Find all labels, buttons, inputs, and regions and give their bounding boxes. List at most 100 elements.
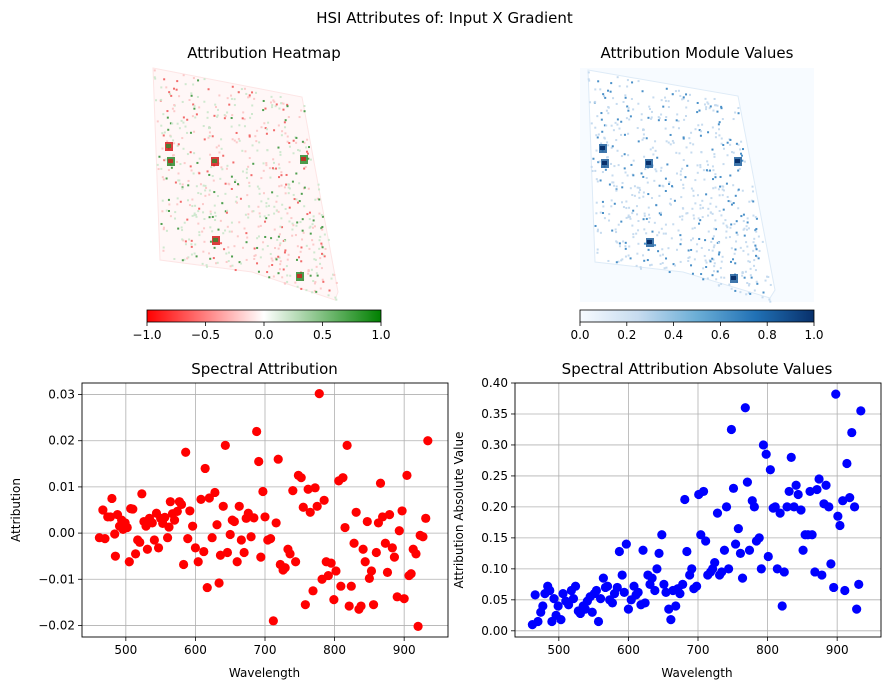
module-pixel — [594, 224, 597, 227]
module-pixel — [607, 89, 610, 92]
heatmap-pixel — [208, 189, 211, 192]
module-pixel — [753, 237, 756, 240]
module-pixel — [734, 248, 737, 251]
heatmap-pixel — [298, 182, 301, 185]
data-point — [371, 547, 381, 558]
module-pixel — [721, 194, 724, 197]
data-point — [717, 567, 727, 577]
spectral-absolute-ylabel: Attribution Absolute Value — [452, 432, 466, 589]
module-pixel — [594, 88, 597, 91]
heatmap-pixel — [321, 225, 324, 228]
module-pixel — [661, 248, 664, 251]
heatmap-pixel — [303, 141, 306, 144]
heatmap-pixel — [307, 272, 310, 275]
data-point — [225, 529, 235, 540]
data-point — [721, 502, 732, 512]
heatmap-pixel — [178, 95, 181, 98]
heatmap-pixel — [273, 100, 276, 103]
data-point — [375, 478, 386, 488]
heatmap-pixel — [295, 224, 298, 227]
heatmap-pixel — [314, 198, 317, 201]
module-pixel — [645, 177, 648, 180]
data-point — [682, 546, 692, 557]
heatmap-pixel — [181, 186, 184, 189]
module-pixel — [639, 267, 642, 270]
data-point — [854, 579, 864, 589]
heatmap-pixel — [231, 255, 234, 258]
heatmap-pixel — [324, 247, 327, 250]
y-tick-label: 0.00 — [48, 526, 75, 540]
module-pixel — [606, 156, 609, 159]
heatmap-pixel — [209, 240, 212, 243]
heatmap-pixel — [183, 162, 186, 165]
heatmap-colorbar-tick-label: −0.5 — [191, 328, 220, 342]
module-pixel — [636, 213, 639, 216]
heatmap-pixel — [225, 167, 228, 170]
module-pixel — [594, 169, 597, 172]
heatmap-pixel — [208, 127, 211, 130]
module-pixel — [642, 137, 645, 140]
heatmap-pixel — [220, 166, 223, 169]
heatmap-pixel — [284, 126, 287, 129]
heatmap-pixel — [193, 214, 196, 217]
heatmap-pixel — [167, 169, 170, 172]
heatmap-pixel — [262, 162, 265, 165]
heatmap-pixel — [280, 102, 283, 105]
heatmap-pixel — [191, 115, 194, 118]
data-point — [98, 505, 108, 515]
module-pixel — [685, 212, 688, 215]
module-pixel — [714, 186, 717, 189]
heatmap-pixel — [241, 149, 244, 152]
data-point — [351, 507, 361, 517]
module-pixel — [616, 76, 619, 79]
module-pixel — [615, 185, 618, 188]
module-pixel — [667, 106, 670, 109]
heatmap-pixel — [176, 203, 179, 206]
heatmap-pixel — [318, 198, 321, 201]
module-pixel — [732, 202, 735, 205]
module-pixel — [755, 248, 758, 251]
data-point — [107, 493, 117, 504]
module-pixel — [687, 99, 690, 102]
heatmap-pixel — [174, 211, 177, 214]
module-colorbar-tick-label: 1.0 — [804, 328, 823, 342]
module-pixel — [660, 227, 663, 230]
y-tick-label: 0.35 — [481, 407, 508, 421]
heatmap-pixel — [195, 113, 198, 116]
heatmap-pixel — [245, 171, 248, 174]
heatmap-pixel — [288, 187, 291, 190]
module-pixel — [629, 257, 632, 260]
module-pixel — [612, 97, 615, 100]
heatmap-pixel — [165, 229, 168, 232]
heatmap-pixel — [264, 127, 267, 130]
module-pixel — [614, 228, 617, 231]
module-pixel — [690, 248, 693, 251]
module-pixel — [631, 224, 634, 227]
heatmap-pixel — [296, 221, 299, 224]
heatmap-pixel — [170, 166, 173, 169]
heatmap-pixel — [229, 265, 232, 268]
heatmap-pixel — [303, 110, 306, 113]
heatmap-pixel — [162, 226, 165, 229]
heatmap-pixel — [220, 147, 223, 150]
module-pixel — [755, 217, 758, 220]
data-point — [280, 563, 290, 573]
module-pixel — [666, 163, 669, 166]
module-pixel — [679, 170, 682, 173]
heatmap-pixel — [320, 242, 323, 245]
module-pixel — [746, 281, 749, 284]
module-pixel — [706, 101, 709, 104]
module-pixel — [737, 112, 740, 115]
heatmap-pixel — [312, 243, 315, 246]
module-pixel — [635, 232, 638, 235]
module-pixel — [602, 95, 605, 98]
module-pixel — [749, 292, 752, 295]
module-pixel — [688, 137, 691, 140]
heatmap-pixel — [219, 177, 222, 180]
module-pixel — [733, 252, 736, 255]
data-point — [110, 529, 120, 539]
module-pixel — [615, 231, 618, 234]
data-point — [406, 569, 416, 579]
module-pixel — [752, 241, 755, 244]
